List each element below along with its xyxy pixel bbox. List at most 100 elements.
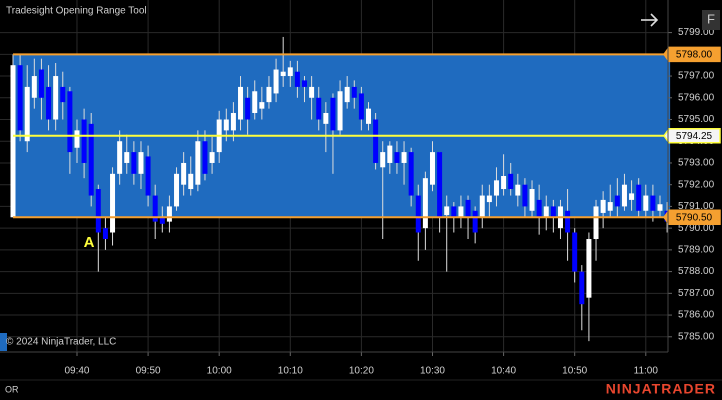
candle-body [408, 152, 414, 196]
candle-body [53, 76, 59, 120]
menu-button[interactable]: F [707, 11, 715, 26]
candle-body [287, 67, 293, 77]
candle-body [636, 184, 642, 211]
candle-body [586, 239, 592, 298]
x-tick-label: 09:50 [136, 366, 161, 377]
candle-body [337, 91, 343, 131]
candle-body [102, 228, 108, 240]
candle-body [252, 91, 258, 113]
y-tick-label: 5799.00 [678, 27, 715, 38]
candle-body [316, 97, 322, 120]
x-tick-label: 09:40 [64, 366, 89, 377]
candle-body [309, 86, 315, 98]
candle-body [465, 199, 471, 218]
candle-body [74, 130, 80, 148]
candle-body [387, 145, 393, 163]
x-tick-label: 10:00 [207, 366, 232, 377]
candle-body [88, 123, 94, 196]
menu-button-bg[interactable] [702, 10, 720, 30]
candle-body [344, 86, 350, 103]
candle-body [138, 152, 144, 174]
candle-body [110, 173, 116, 233]
candle-body [259, 102, 265, 109]
candle-body [209, 152, 215, 163]
candle-body [273, 69, 279, 94]
y-tick-label: 5789.00 [678, 245, 715, 256]
candle-body [366, 108, 371, 124]
candle-body [579, 271, 585, 305]
candle-body [81, 119, 87, 163]
candle-body [17, 65, 23, 131]
candle-body [67, 91, 73, 153]
candle-body [181, 162, 187, 185]
brand: NINJATRADER [606, 381, 716, 397]
level-label: 5794.25 [676, 131, 713, 142]
y-tick-label: 5796.00 [678, 92, 715, 103]
candle-body [515, 184, 521, 196]
candle-body [600, 199, 606, 213]
candle-body [486, 195, 492, 203]
y-tick-label: 5788.00 [678, 266, 715, 277]
candle-body [607, 202, 613, 211]
candle-body [572, 232, 578, 272]
level-label: 5798.00 [676, 49, 713, 60]
x-tick-label: 10:50 [562, 366, 587, 377]
candle-body [188, 173, 194, 190]
candle-body [373, 119, 379, 163]
candle-body [444, 206, 450, 216]
candle-body [479, 195, 485, 218]
level-label: 5790.50 [676, 212, 713, 223]
chart-title: Tradesight Opening Range Tool [6, 6, 147, 17]
candle-body [394, 152, 400, 163]
y-tick-label: 5785.00 [678, 331, 715, 342]
candle-body [152, 195, 158, 222]
candle-body [195, 141, 201, 185]
candle-body [508, 173, 514, 190]
candle-body [493, 180, 499, 196]
y-tick-label: 5797.00 [678, 71, 715, 82]
candle-body [380, 152, 386, 168]
x-tick-label: 10:30 [420, 366, 445, 377]
candle-body [294, 71, 300, 87]
candle-body [472, 210, 478, 233]
candle-body [124, 152, 130, 163]
candle-body [230, 112, 236, 131]
candle-body [323, 112, 329, 124]
candle-body [621, 184, 627, 207]
y-tick-label: 5790.00 [678, 223, 715, 234]
y-tick-label: 5786.00 [678, 310, 715, 321]
y-tick-label: 5793.00 [678, 158, 715, 169]
candle-body [643, 195, 649, 211]
candle-body [657, 204, 663, 211]
candle-body [46, 86, 52, 120]
candle-body [202, 141, 208, 174]
candle-body [24, 86, 30, 142]
candle-body [238, 86, 244, 120]
candle-body [245, 97, 251, 120]
candle-body [536, 199, 542, 218]
candle-body [437, 152, 443, 218]
y-tick-label: 5792.00 [678, 179, 715, 190]
candle-body [451, 206, 457, 218]
candle-body [650, 195, 656, 211]
candle-body [31, 76, 37, 98]
candle-body [60, 86, 66, 103]
candle-body [522, 184, 528, 207]
candle-body [351, 86, 357, 98]
x-tick-label: 10:20 [349, 366, 374, 377]
y-tick-label: 5787.00 [678, 288, 715, 299]
copyright-marker [0, 333, 7, 351]
forward-arrow[interactable] [641, 13, 659, 27]
candle-body [159, 217, 165, 224]
candle-body [422, 178, 428, 229]
candle-body [145, 156, 151, 196]
candle-body [429, 152, 435, 185]
candle-body [38, 69, 44, 98]
candle-body [330, 97, 336, 131]
candle-body [131, 152, 137, 174]
candle-body [565, 210, 571, 233]
candle-body [117, 141, 123, 174]
candle-body [458, 206, 464, 218]
candle-body [223, 119, 229, 131]
